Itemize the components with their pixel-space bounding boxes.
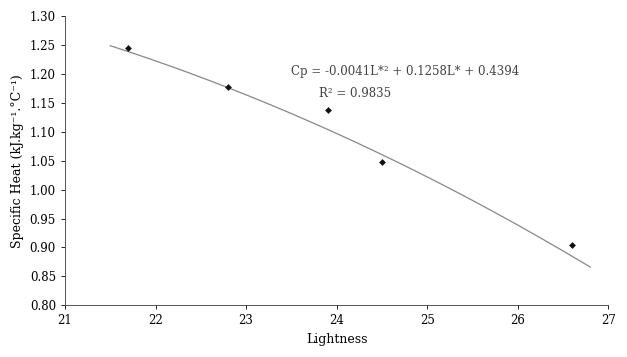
Y-axis label: Specific Heat (kJ.kg⁻¹.°C⁻¹): Specific Heat (kJ.kg⁻¹.°C⁻¹) (11, 74, 24, 248)
Point (223, 84, 233, 90)
Point (567, 242, 577, 247)
Text: R² = 0.9835: R² = 0.9835 (319, 87, 391, 100)
Point (323, 107, 333, 113)
X-axis label: Lightness: Lightness (306, 333, 367, 346)
Text: Cp = -0.0041L*² + 0.1258L* + 0.4394: Cp = -0.0041L*² + 0.1258L* + 0.4394 (292, 65, 520, 78)
Point (124, 45, 134, 51)
Point (377, 159, 387, 165)
